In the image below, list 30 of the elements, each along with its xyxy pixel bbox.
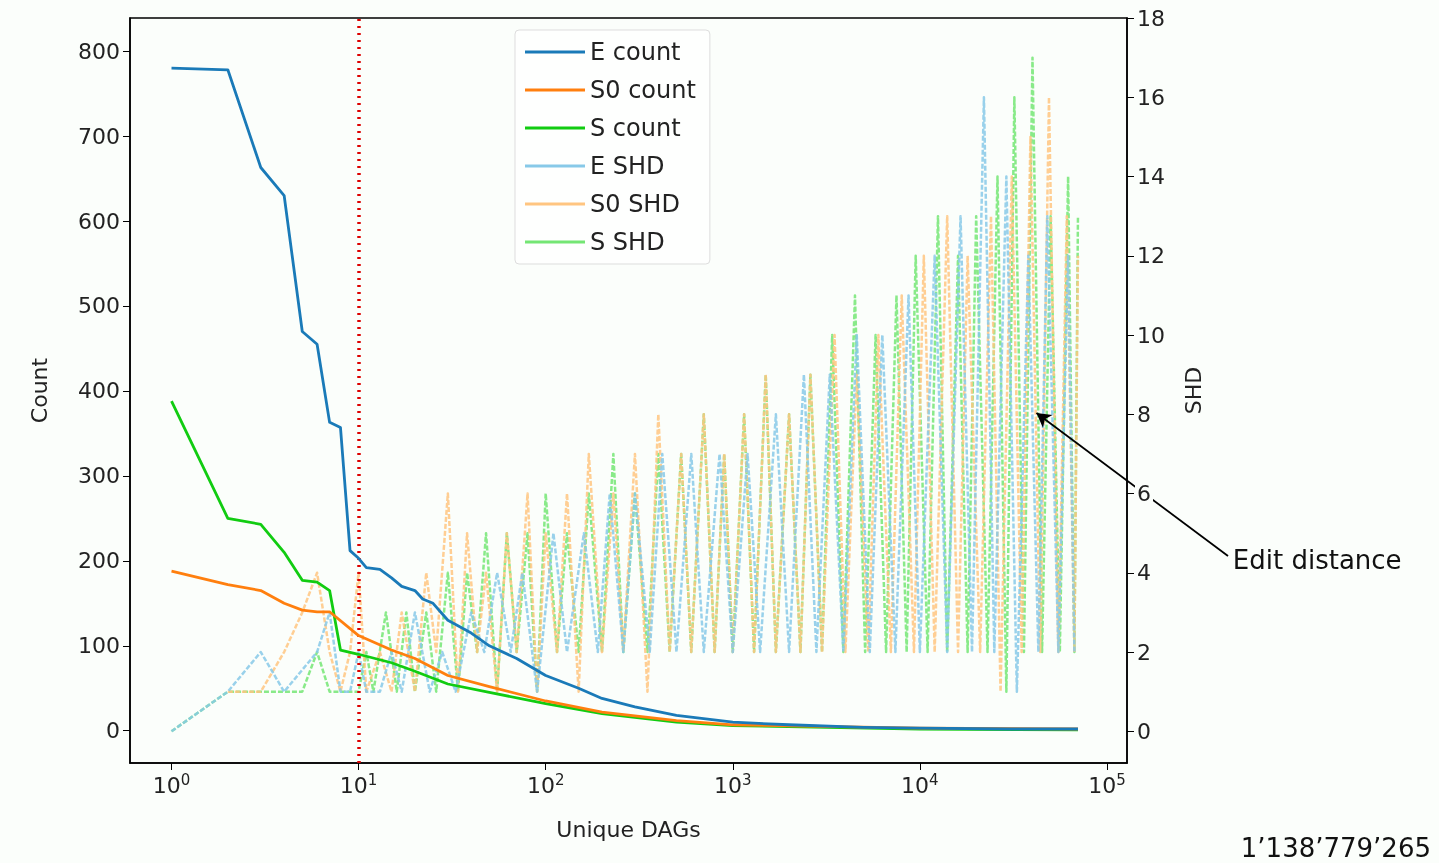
y2-tick-label: 16	[1137, 84, 1165, 110]
y-tick-label: 600	[78, 208, 120, 234]
y-tick-label: 800	[78, 38, 120, 64]
y-axis-title: Count	[26, 357, 52, 424]
y-tick-label: 100	[78, 633, 120, 659]
y-tick-label: 200	[78, 548, 120, 574]
y2-tick-label: 8	[1137, 401, 1151, 427]
y-tick-label: 700	[78, 123, 120, 149]
y-tick-label: 0	[106, 718, 120, 744]
y2-tick-label: 18	[1137, 5, 1165, 31]
y2-axis-title: SHD	[1180, 366, 1206, 415]
legend-label: S0 SHD	[590, 190, 680, 218]
y2-tick-label: 2	[1137, 639, 1151, 665]
annotation: Edit distance	[1232, 544, 1402, 575]
y2-tick-label: 4	[1137, 560, 1151, 586]
y2-tick-label: 14	[1137, 164, 1165, 190]
legend-label: E SHD	[590, 152, 665, 180]
x-axis-title: Unique DAGs	[556, 816, 701, 842]
y2-tick-label: 0	[1137, 718, 1151, 744]
y-tick-label: 500	[78, 293, 120, 319]
y-tick-label: 400	[78, 378, 120, 404]
legend-label: E count	[590, 38, 681, 66]
y-tick-label: 300	[78, 463, 120, 489]
text: 1’138’779’265	[1240, 833, 1431, 863]
y2-tick-label: 10	[1137, 322, 1165, 348]
legend-label: S SHD	[590, 228, 665, 256]
legend-label: S0 count	[590, 76, 696, 104]
legend-label: S count	[590, 114, 681, 142]
y2-tick-label: 6	[1137, 481, 1151, 507]
y2-tick-label: 12	[1137, 243, 1165, 269]
